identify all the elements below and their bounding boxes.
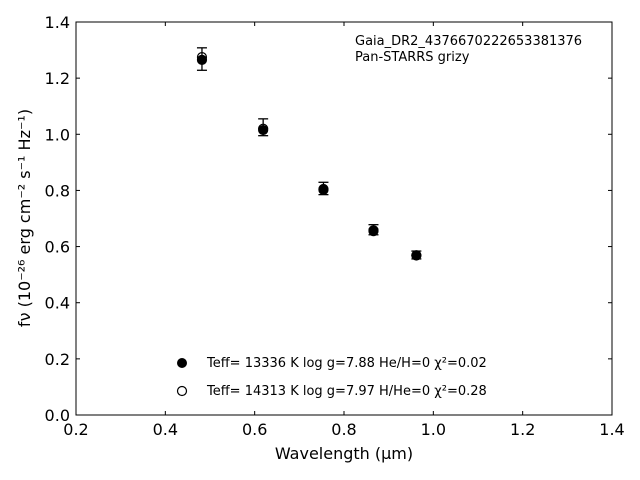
x-tick-label-3: 0.8 (331, 420, 356, 439)
annotation-object-id: Gaia_DR2_4376670222653381376 (355, 34, 582, 49)
open-point-0 (196, 51, 208, 63)
y-axis-title: fν (10⁻²⁶ erg cm⁻² s⁻¹ Hz⁻¹) (15, 109, 34, 327)
y-tick-label-5: 1.0 (45, 125, 70, 144)
y-tick-label-0: 0.0 (45, 406, 70, 425)
x-tick-label-6: 1.4 (599, 420, 624, 439)
x-tick-label-2: 0.6 (242, 420, 267, 439)
open-point-3 (368, 226, 379, 237)
y-tick-label-7: 1.4 (45, 13, 70, 32)
x-tick-label-1: 0.4 (153, 420, 178, 439)
x-axis-title: Wavelength (μm) (275, 444, 413, 463)
legend-label-1: Teff= 14313 K log g=7.97 H/He=0 χ²=0.28 (206, 384, 487, 399)
data-marks (196, 47, 422, 261)
x-tick-label-5: 1.2 (510, 420, 535, 439)
filled-point-0 (196, 54, 208, 65)
annotation-survey: Pan-STARRS grizy (355, 50, 470, 65)
legend-marker-filled (177, 358, 187, 368)
open-point-4 (411, 250, 422, 261)
open-point-1 (258, 123, 269, 134)
legend-marker-open (176, 385, 188, 397)
y-tick-label-3: 0.6 (45, 238, 70, 257)
y-tick-label-6: 1.2 (45, 69, 70, 88)
y-tick-label-1: 0.2 (45, 350, 70, 369)
y-tick-label-4: 0.8 (45, 181, 70, 200)
x-tick-label-4: 1.0 (421, 420, 446, 439)
legend: Teff= 13336 K log g=7.88 He/H=0 χ²=0.02 … (176, 356, 487, 399)
x-tick-label-0: 0.2 (63, 420, 88, 439)
axis-ticks: 0.2 0.4 0.6 0.8 1.0 1.2 1.40.00.20.40.60.81.01… (45, 13, 625, 439)
open-point-2 (318, 184, 329, 195)
legend-label-0: Teff= 13336 K log g=7.88 He/H=0 χ²=0.02 (206, 356, 487, 371)
y-tick-label-2: 0.4 (45, 294, 70, 313)
